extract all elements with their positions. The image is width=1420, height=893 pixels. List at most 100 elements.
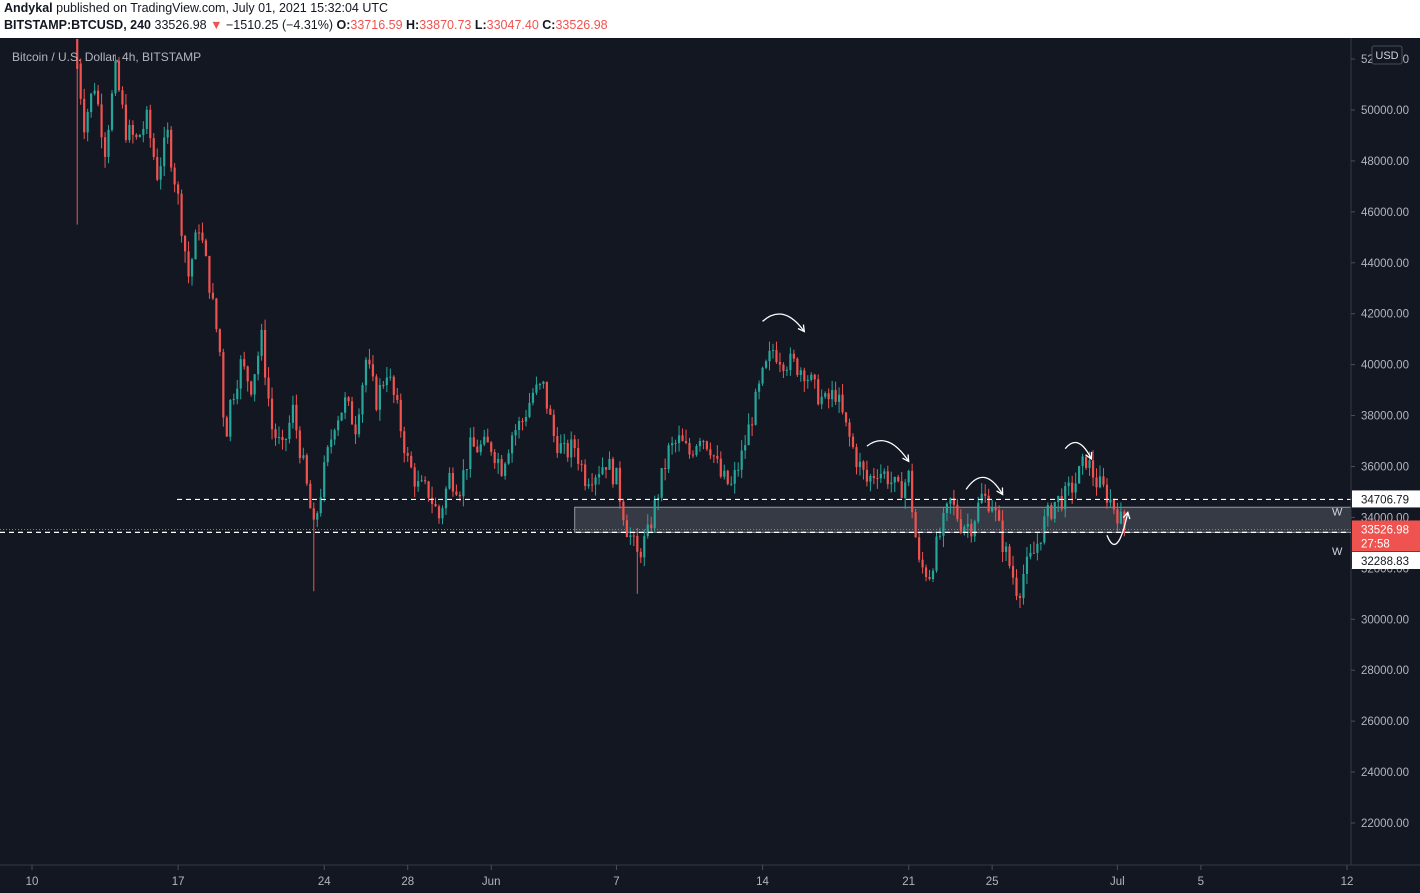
candle-up [764,361,768,368]
candle-down [451,472,455,492]
price-tick-label: 36000.00 [1361,462,1409,474]
candle-down [274,429,277,438]
price-tick-label: 38000.00 [1361,411,1409,423]
candle-down [580,463,583,465]
candle-up [980,493,983,503]
candle-up [1057,495,1060,502]
candle-down [413,467,416,487]
lower-price-label: 32288.83 [1361,556,1409,568]
candle-down [970,523,973,537]
candle-up [142,128,145,135]
curved-arrow [965,476,1004,495]
down-arrow-icon: ▼ [210,18,223,32]
zone-layer [574,506,1352,533]
candle-up [253,374,256,395]
candle-down [117,60,121,91]
candle-up [615,467,618,485]
candle-down [1105,484,1109,503]
candle-down [987,495,990,512]
candle-down [350,401,354,425]
candle-down [222,352,225,418]
candle-up [479,444,482,453]
author-name[interactable]: Andykal [4,1,53,15]
candle-down [691,454,695,456]
low-value: 33047.40 [486,18,539,32]
time-tick-label: 5 [1198,876,1204,888]
time-tick-label: 21 [902,876,915,888]
candle-up [1074,483,1077,493]
close-label: C: [542,18,556,32]
candle-down [458,494,461,497]
arrow-head-icon [797,324,806,333]
candle-down [1032,552,1036,554]
candle-up [462,470,465,497]
candle-down [382,384,385,386]
candle-up [1078,466,1081,484]
candle-down [399,399,402,432]
candle-up [229,399,232,437]
candle-up [1053,501,1056,519]
candlestick-chart[interactable]: WW 52000.0050000.0048000.0046000.0044000… [0,38,1420,893]
candle-up [671,443,674,446]
candle-up [1067,482,1070,487]
candle-up [444,488,448,509]
candle-down [664,468,667,470]
candle-down [688,442,691,455]
curved-arrow [866,440,910,462]
last-price-text: 33526.98 [154,18,207,32]
candle-down [100,104,103,138]
candle-down [177,184,180,194]
price-tick-label: 26000.00 [1361,716,1409,728]
candle-down [208,256,211,293]
candle-down [1060,495,1063,510]
candle-down [124,104,128,141]
candle-down [434,503,437,507]
candle-down [566,443,569,458]
candle-up [469,437,472,470]
candle-down [921,559,924,568]
last-price-tag [1352,520,1420,552]
publish-text: published on TradingView.com, July 01, 2… [56,1,389,15]
candle-up [138,134,141,138]
candle-up [660,468,663,498]
candle-up [1109,499,1112,503]
candle-up [316,513,319,520]
candle-up [190,259,194,277]
candle-up [114,60,117,94]
candle-down [872,476,875,479]
candle-up [646,524,649,537]
candle-up [966,523,969,527]
candle-up [128,124,131,141]
resistance-marker: W [1332,506,1343,518]
candle-down [76,39,79,69]
candle-up [563,443,566,445]
candle-down [681,435,684,442]
candle-up [643,536,646,558]
candle-down [952,498,955,505]
candle-up [594,477,597,485]
time-axis[interactable]: 10 17 24 28 Jun 7 14 21 25 Jul 5 12 [0,864,1420,888]
candle-down [876,478,879,480]
candle-up [163,137,166,167]
candle-up [942,513,945,536]
candle-down [410,455,413,468]
candle-down [622,501,625,521]
support-zone [574,506,1352,533]
candle-down [1123,511,1126,530]
currency-badge[interactable] [1371,45,1403,65]
time-tick-label: 17 [172,876,185,888]
time-tick-label: 28 [401,876,414,888]
chart-area[interactable]: WW 52000.0050000.0048000.0046000.0044000… [0,38,1420,893]
candle-up [1064,486,1067,510]
curved-arrow [1064,441,1092,460]
candle-down [928,576,931,580]
time-tick-label: 12 [1341,876,1354,888]
candle-up [257,355,260,375]
candle-up [810,374,813,380]
candle-down [1018,596,1022,599]
candle-down [994,507,997,511]
candle-up [733,470,736,484]
candle-down [170,129,173,168]
candle-down [577,448,580,464]
